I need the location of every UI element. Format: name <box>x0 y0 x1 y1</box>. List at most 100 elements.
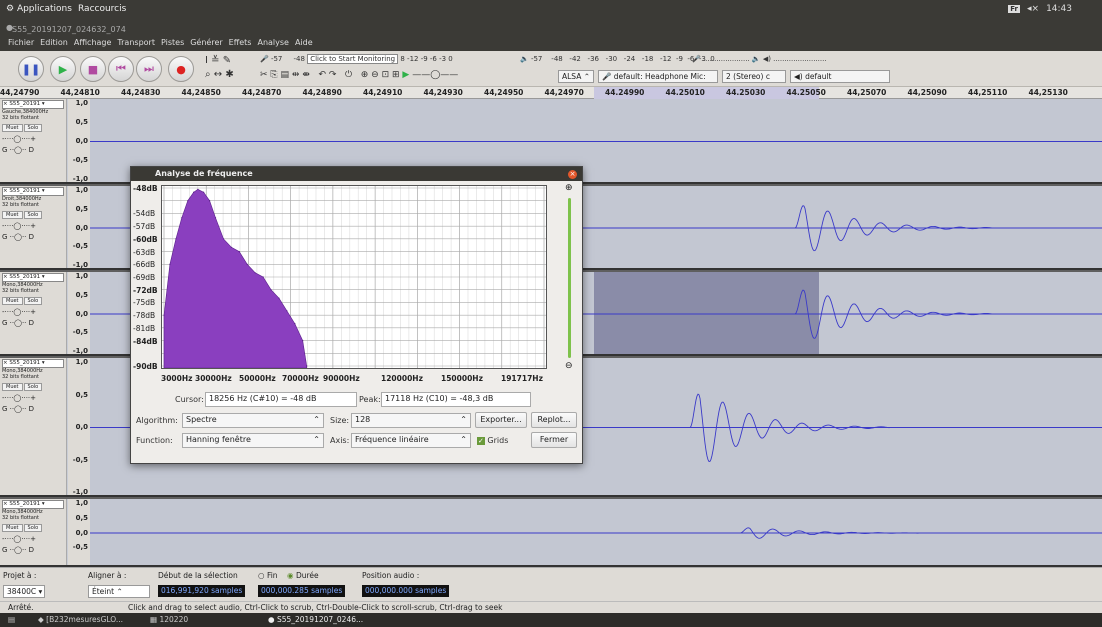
menu-affichage[interactable]: Affichage <box>73 38 112 47</box>
playback-meter[interactable]: 🔈 -57 -48 -42 -36 -30 -24 -18 -12 -9 -6 … <box>520 55 715 63</box>
pan-slider[interactable]: G ··◯·· D <box>2 318 35 327</box>
gain-slider[interactable]: -····◯····+ <box>2 308 37 316</box>
apps-menu[interactable]: ⚙ Applications <box>6 4 72 14</box>
multi-tool-icon[interactable]: ✱ <box>225 69 234 80</box>
timeline-ruler[interactable]: 44,24790 44,24810 44,24830 44,24850 44,24870… <box>0 87 1102 99</box>
pan-slider[interactable]: G ··◯·· D <box>2 545 35 554</box>
gain-slider[interactable]: -····◯····+ <box>2 535 37 543</box>
track-name-menu[interactable]: × S55_20191 ▾ <box>2 500 64 509</box>
gain-slider[interactable]: -····◯····+ <box>2 135 37 143</box>
silence-icon[interactable]: ⇼ <box>302 70 310 80</box>
function-select[interactable]: Hanning fenêtre ⌃ <box>182 433 324 448</box>
menu-aide[interactable]: Aide <box>294 38 313 47</box>
gain-slider[interactable]: -····◯····+ <box>2 222 37 230</box>
mute-button[interactable]: Muet <box>2 210 23 219</box>
gain-slider[interactable]: -····◯····+ <box>2 394 37 402</box>
taskbar-item-3[interactable]: ● S55_20191207_0246... <box>268 615 364 624</box>
zoom-in-icon[interactable]: ⊕ <box>360 70 369 80</box>
selection-length-time[interactable]: 000,000.285 samples <box>258 585 346 597</box>
mute-button[interactable]: Muet <box>2 123 23 132</box>
menu-effets[interactable]: Effets <box>228 38 252 47</box>
zoom-out-icon[interactable]: ⊖ <box>371 70 379 80</box>
recording-channels-select[interactable]: 2 (Stereo) c <box>722 70 786 83</box>
menu-generer[interactable]: Générer <box>190 38 223 47</box>
zoom-slider[interactable] <box>568 198 571 358</box>
solo-button[interactable]: Solo <box>23 210 43 219</box>
envelope-tool-icon[interactable]: ≚ <box>211 55 220 66</box>
play-speed-slider[interactable]: ——◯—— <box>412 70 459 80</box>
pause-button[interactable]: ❚❚ <box>18 56 44 82</box>
skip-end-button[interactable]: ⏭ <box>136 56 162 82</box>
start-monitoring-button[interactable]: Click to Start Monitoring <box>307 54 399 64</box>
close-button[interactable]: Fermer <box>531 432 577 448</box>
play-button[interactable]: ▶ <box>50 56 76 82</box>
clock[interactable]: 14:43 <box>1046 4 1072 14</box>
pan-slider[interactable]: G ··◯·· D <box>2 404 35 413</box>
skip-start-button[interactable]: ⏮ <box>108 56 134 82</box>
playback-device-select[interactable]: ◀) default <box>790 70 890 83</box>
menu-pistes[interactable]: Pistes <box>160 38 185 47</box>
track-name-menu[interactable]: × S55_20191 ▾ <box>2 100 64 109</box>
export-button[interactable]: Exporter... <box>475 412 527 428</box>
recording-device-select[interactable]: 🎤 default: Headphone Mic: <box>598 70 718 83</box>
axis-select[interactable]: Fréquence linéaire ⌃ <box>351 433 471 448</box>
mute-button[interactable]: Muet <box>2 382 23 391</box>
redo-icon[interactable]: ↷ <box>328 70 337 80</box>
play-at-speed-icon[interactable]: ▶ <box>402 70 410 80</box>
fit-project-icon[interactable]: ⊞ <box>392 70 400 80</box>
draw-tool-icon[interactable]: ✎ <box>222 55 232 66</box>
record-meter[interactable]: 🎤 -57 -48 Click to Start Monitoring 8 -1… <box>260 54 453 64</box>
close-icon[interactable]: × <box>568 170 577 179</box>
menu-edition[interactable]: Edition <box>40 38 68 47</box>
project-rate-select[interactable]: 38400C ▾ <box>3 585 45 598</box>
audio-host-select[interactable]: ALSA ⌃ <box>558 70 594 83</box>
solo-button[interactable]: Solo <box>23 296 43 305</box>
shortcuts-menu[interactable]: Raccourcis <box>78 4 127 14</box>
spectrum-plot[interactable] <box>161 185 547 369</box>
zoom-out-icon[interactable]: ⊖ <box>565 361 573 371</box>
audio-position-time[interactable]: 000,000.000 samples <box>362 585 450 597</box>
undo-icon[interactable]: ↶ <box>318 70 326 80</box>
sync-lock-icon[interactable]: ⏻ <box>345 70 353 80</box>
grids-checkbox[interactable]: ✓ Grids <box>477 436 509 445</box>
end-radio[interactable]: ○ Fin <box>258 571 278 580</box>
track-name-menu[interactable]: × S55_20191 ▾ <box>2 187 64 196</box>
solo-button[interactable]: Solo <box>23 123 43 132</box>
snap-select[interactable]: Éteint ⌃ <box>88 585 150 598</box>
length-radio[interactable]: ◉ Durée <box>287 571 319 580</box>
audio-track[interactable]: × S55_20191 ▾ Mono,384000Hz 32 bits flotta… <box>0 499 1102 567</box>
solo-button[interactable]: Solo <box>23 523 43 532</box>
trim-icon[interactable]: ⇹ <box>291 70 300 80</box>
replot-button[interactable]: Replot... <box>531 412 577 428</box>
volume-icon[interactable]: ◂× <box>1027 4 1040 14</box>
pan-slider[interactable]: G ··◯·· D <box>2 232 35 241</box>
timeshift-tool-icon[interactable]: ↔ <box>213 69 223 80</box>
selection-tool-icon[interactable]: I <box>205 55 208 66</box>
algorithm-select[interactable]: Spectre ⌃ <box>182 413 324 428</box>
taskbar-item-1[interactable]: ◆ [B232mesuresGLO... <box>38 615 124 624</box>
selection-start-time[interactable]: 016,991,920 samples <box>158 585 246 597</box>
menu-transport[interactable]: Transport <box>117 38 155 47</box>
mute-button[interactable]: Muet <box>2 296 23 305</box>
keyboard-layout[interactable]: Fr <box>1008 5 1020 13</box>
pan-slider[interactable]: G ··◯·· D <box>2 145 35 154</box>
paste-icon[interactable]: ▤ <box>280 70 290 80</box>
record-button[interactable]: ● <box>168 56 194 82</box>
mute-button[interactable]: Muet <box>2 523 23 532</box>
cut-icon[interactable]: ✂ <box>260 70 268 80</box>
menu-fichier[interactable]: Fichier <box>8 38 35 47</box>
solo-button[interactable]: Solo <box>23 382 43 391</box>
show-desktop-icon[interactable]: ▤ <box>8 615 16 624</box>
zoom-in-icon[interactable]: ⊕ <box>565 183 573 193</box>
zoom-tool-icon[interactable]: ⌕ <box>205 69 211 80</box>
stop-button[interactable]: ■ <box>80 56 106 82</box>
track-name-menu[interactable]: × S55_20191 ▾ <box>2 273 64 282</box>
menu-analyse[interactable]: Analyse <box>257 38 289 47</box>
track-name-menu[interactable]: × S55_20191 ▾ <box>2 359 64 368</box>
track-waveform[interactable] <box>90 499 1102 565</box>
fit-selection-icon[interactable]: ⊡ <box>381 70 390 80</box>
taskbar-item-2[interactable]: ▦ 120220 <box>150 615 189 624</box>
size-select[interactable]: 128 ⌃ <box>351 413 471 428</box>
recording-volume-slider[interactable]: 🎤 ..................... 🔈 ◀) ...........… <box>692 55 827 63</box>
copy-icon[interactable]: ⎘ <box>270 70 278 80</box>
